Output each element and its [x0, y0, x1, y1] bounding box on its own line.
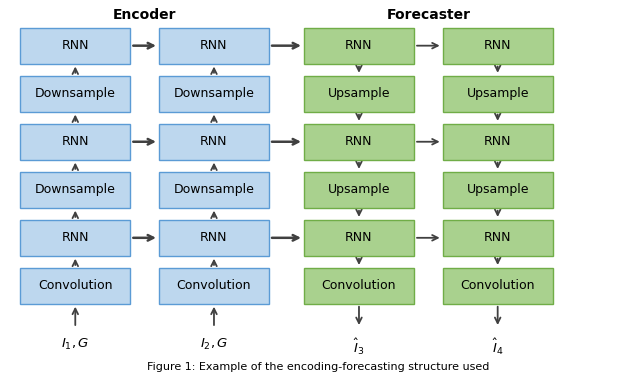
Text: Convolution: Convolution	[38, 279, 113, 293]
FancyBboxPatch shape	[304, 268, 414, 304]
Text: Encoder: Encoder	[113, 8, 176, 22]
Text: RNN: RNN	[62, 135, 89, 148]
FancyBboxPatch shape	[20, 28, 130, 64]
FancyBboxPatch shape	[304, 172, 414, 208]
Text: RNN: RNN	[484, 231, 511, 244]
FancyBboxPatch shape	[159, 268, 269, 304]
Text: Downsample: Downsample	[35, 87, 116, 100]
FancyBboxPatch shape	[304, 28, 414, 64]
FancyBboxPatch shape	[159, 220, 269, 256]
FancyBboxPatch shape	[159, 172, 269, 208]
FancyBboxPatch shape	[159, 28, 269, 64]
FancyBboxPatch shape	[443, 268, 553, 304]
FancyBboxPatch shape	[304, 124, 414, 160]
FancyBboxPatch shape	[20, 268, 130, 304]
Text: Convolution: Convolution	[460, 279, 535, 293]
FancyBboxPatch shape	[443, 124, 553, 160]
Text: RNN: RNN	[345, 135, 373, 148]
FancyBboxPatch shape	[20, 76, 130, 112]
FancyBboxPatch shape	[20, 172, 130, 208]
Text: RNN: RNN	[62, 39, 89, 52]
FancyBboxPatch shape	[159, 124, 269, 160]
FancyBboxPatch shape	[443, 220, 553, 256]
FancyBboxPatch shape	[443, 172, 553, 208]
Text: Upsample: Upsample	[466, 87, 529, 100]
Text: $I_2, G$: $I_2, G$	[200, 337, 228, 352]
Text: $I_1, G$: $I_1, G$	[61, 337, 90, 352]
Text: Upsample: Upsample	[328, 87, 391, 100]
Text: RNN: RNN	[345, 231, 373, 244]
Text: Upsample: Upsample	[466, 183, 529, 196]
Text: RNN: RNN	[62, 231, 89, 244]
FancyBboxPatch shape	[20, 124, 130, 160]
FancyBboxPatch shape	[304, 220, 414, 256]
Text: $\hat{I}_4$: $\hat{I}_4$	[492, 337, 503, 357]
FancyBboxPatch shape	[20, 220, 130, 256]
Text: Convolution: Convolution	[322, 279, 396, 293]
Text: Downsample: Downsample	[174, 87, 254, 100]
Text: RNN: RNN	[200, 39, 228, 52]
Text: RNN: RNN	[484, 39, 511, 52]
Text: Upsample: Upsample	[328, 183, 391, 196]
Text: RNN: RNN	[345, 39, 373, 52]
Text: RNN: RNN	[200, 135, 228, 148]
Text: RNN: RNN	[484, 135, 511, 148]
Text: Figure 1: Example of the encoding-forecasting structure used: Figure 1: Example of the encoding-foreca…	[147, 362, 489, 372]
Text: Convolution: Convolution	[177, 279, 251, 293]
Text: $\hat{I}_3$: $\hat{I}_3$	[354, 337, 364, 357]
Text: Downsample: Downsample	[35, 183, 116, 196]
Text: Forecaster: Forecaster	[386, 8, 471, 22]
FancyBboxPatch shape	[304, 76, 414, 112]
FancyBboxPatch shape	[159, 76, 269, 112]
FancyBboxPatch shape	[443, 76, 553, 112]
Text: RNN: RNN	[200, 231, 228, 244]
Text: Downsample: Downsample	[174, 183, 254, 196]
FancyBboxPatch shape	[443, 28, 553, 64]
